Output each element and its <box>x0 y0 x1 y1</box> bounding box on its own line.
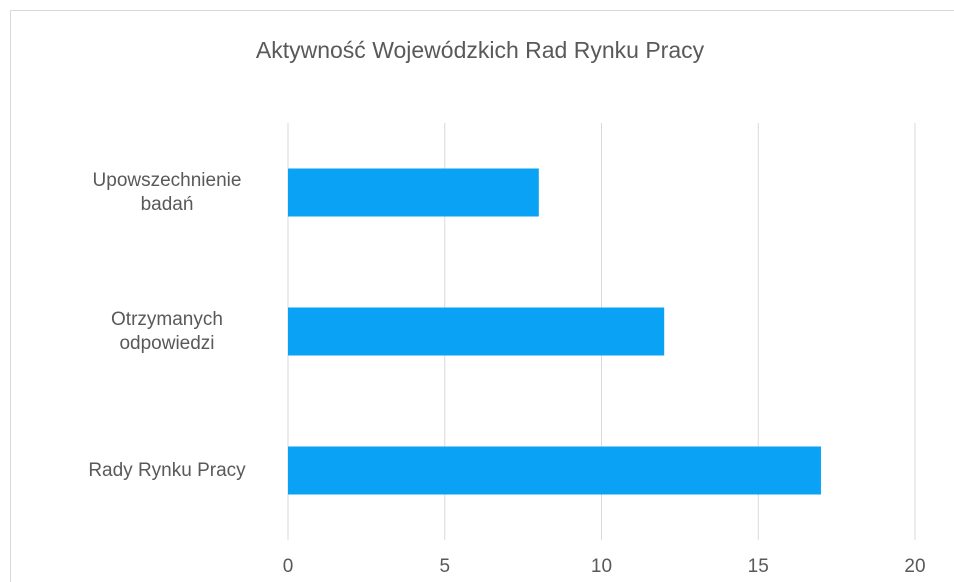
bar <box>288 446 821 495</box>
chart-border <box>10 10 954 582</box>
chart-title: Aktywność Wojewódzkich Rad Rynku Pracy <box>256 37 705 63</box>
bar <box>288 168 539 217</box>
y-tick-label: Upowszechnienie badań <box>92 169 242 215</box>
x-tick-label: 5 <box>439 556 450 577</box>
y-tick-label: Otrzymanych odpowiedzi <box>111 308 223 354</box>
x-tick-label: 10 <box>591 556 612 577</box>
x-tick-label: 20 <box>904 556 925 577</box>
y-tick-label: Rady Rynku Pracy <box>88 459 246 481</box>
x-tick-label: 0 <box>283 556 294 577</box>
x-tick-label: 15 <box>748 556 769 577</box>
bar <box>288 307 665 356</box>
